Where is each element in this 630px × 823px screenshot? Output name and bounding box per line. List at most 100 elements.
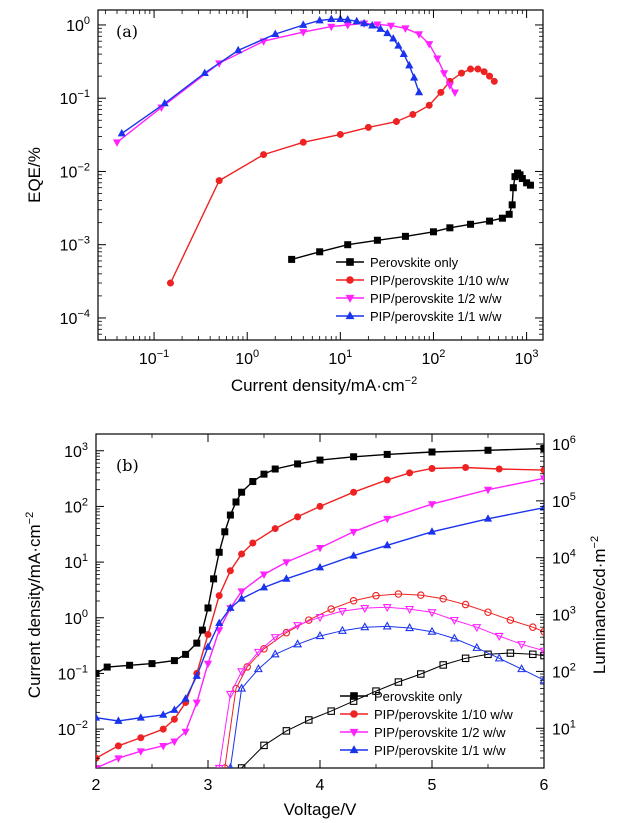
panel-a-series-4-point	[410, 73, 419, 81]
panel-b-series-5-point	[439, 661, 447, 669]
panel-b-series-7-point	[253, 648, 263, 657]
panel-a-series-4-point	[234, 45, 243, 54]
panel-a-y-tick-label-exp: −1	[77, 88, 90, 100]
panel-b-y-right-tick-label-base: 10	[552, 551, 570, 568]
panel-b-y-left-tick-label-base: 10	[58, 722, 76, 739]
panel-b-series-7-point	[382, 604, 392, 613]
panel-b-series-7-point	[225, 690, 235, 700]
panel-b-series-6-point	[529, 623, 537, 631]
panel-b-series-7-point	[405, 605, 415, 615]
panel-a-series-1-point	[505, 210, 513, 218]
panel-b-series-7-point	[360, 604, 370, 614]
panel-b-series-1-point	[126, 661, 134, 669]
panel-a-series-4-point	[117, 128, 126, 137]
panel-b-series-3-point	[181, 728, 190, 737]
panel-b-y-right-tick-label-base: 10	[552, 664, 570, 681]
panel-b-y-right-tick-label-base: 10	[552, 721, 570, 738]
panel-a-x-tick-label: 100	[235, 348, 259, 368]
panel-a-series-4-point	[343, 15, 352, 23]
panel-a-series-3-point	[373, 21, 382, 29]
panel-a-marks	[112, 14, 534, 287]
panel-b-series-2-point	[137, 734, 145, 742]
panel-a-y-tick-label-base: 10	[66, 18, 84, 35]
panel-b-marks	[96, 444, 544, 768]
panel-b-series-1-point	[350, 453, 358, 461]
panel-a-series-4-point	[376, 24, 385, 32]
panel-b-y-left-tick-label-base: 10	[64, 555, 82, 572]
panel-a-series-2-point	[336, 130, 344, 138]
panel-b-series-4-point	[215, 618, 224, 627]
panel-b-y-right-tick-label-base: 10	[552, 494, 570, 511]
panel-a-x-axis-title-exp: −2	[405, 375, 418, 387]
panel-b-series-6-point	[506, 616, 515, 624]
panel-b-series-7-point	[449, 616, 459, 626]
panel-a-series-2-point	[215, 177, 223, 185]
panel-b-y-left-tick-label: 100	[64, 608, 88, 628]
panel-a-x-tick-label-exp: 2	[439, 348, 445, 360]
panel-b-x-tick-label: 6	[540, 777, 549, 794]
panel-b-series-3-point	[237, 588, 246, 596]
panel-b-y-left-tick-label: 103	[64, 441, 88, 461]
panel-b-series-2-point	[383, 476, 391, 484]
panel-b-series-8-point	[517, 664, 527, 673]
panel-a-series-4-point	[336, 14, 345, 23]
panel-b-series-8-point	[253, 664, 263, 673]
panel-b-series-6-point	[372, 591, 380, 600]
panel-a-series-3-point	[401, 25, 410, 33]
panel-a-series-4-point	[327, 14, 336, 23]
panel-b-y-left-tick-label-exp: 1	[82, 552, 88, 564]
panel-b-series-4-point	[237, 594, 246, 602]
panel-b-series-7-point	[315, 614, 325, 623]
panel-a-series-4-point	[160, 98, 169, 107]
panel-b-series-2-point	[406, 469, 414, 477]
panel-a-series-4-point	[368, 21, 377, 29]
panel-a-y-tick-label-exp: −4	[77, 308, 90, 320]
panel-a-legend-marker-3	[345, 294, 355, 303]
panel-a-series-4-point	[299, 20, 308, 28]
panel-b-series-6-point	[461, 600, 470, 609]
panel-a-legend-label-4: PIP/perovskite 1/1 w/w	[370, 309, 502, 324]
panel-b-series-6-point	[243, 663, 251, 671]
panel-b-series-8-point	[494, 653, 504, 662]
panel-b-y-right-tick-label-exp: 6	[570, 434, 576, 446]
panel-a-series-3-point	[299, 29, 308, 37]
panel-b-series-4-point	[114, 716, 123, 724]
panel-b-y-right-tick-label-exp: 1	[570, 718, 576, 730]
panel-a-series-3-point	[445, 82, 454, 90]
panel-a-series-2-point	[467, 65, 475, 73]
panel-b-series-5-point	[260, 741, 268, 750]
panel-b-legend-label-2: PIP/perovskite 1/10 w/w	[374, 707, 513, 722]
panel-b-series-3-point	[349, 528, 358, 537]
panel-a-series-4-point	[394, 41, 403, 49]
panel-a-series-1-point	[401, 232, 409, 240]
panel-a-y-tick-label-exp: −3	[77, 235, 90, 247]
panel-b-series-3-point	[114, 755, 123, 763]
panel-a-series-4-point	[271, 29, 280, 37]
panel-b-x-tick-label: 2	[92, 777, 101, 794]
panel-b-x-tick-label: 4	[316, 777, 325, 794]
panel-b-series-1-point	[316, 456, 324, 464]
panel-b-series-5-point	[305, 716, 313, 724]
panel-b-series-3-point	[383, 515, 392, 524]
panel-a-x-tick-label-base: 10	[422, 351, 440, 368]
panel-a-series-1-point	[467, 220, 475, 228]
panel-b-y-right-tick-label: 105	[552, 491, 576, 511]
panel-b-legend-marker-3	[349, 728, 359, 737]
panel-b-series-1-point	[221, 528, 229, 536]
panel-b-series-7-point	[270, 634, 280, 643]
panel-b-y-left-tick-label: 102	[64, 496, 88, 516]
panel-a-y-tick-label: 10−1	[60, 88, 90, 108]
panel-b-series-7-point	[494, 632, 504, 641]
panel-a-series-1-point	[498, 214, 506, 222]
panel-a-series-4-point	[389, 34, 398, 42]
panel-b-x-axis-title: Voltage/V	[284, 800, 357, 819]
panel-b-series-3-point	[259, 571, 269, 579]
panel-b-legend-marker-4	[349, 745, 359, 754]
panel-b-series-line-2	[96, 466, 544, 759]
panel-b-series-8-point	[539, 675, 544, 684]
panel-b-series-4-point	[483, 514, 493, 522]
panel-b-series-5-point	[506, 649, 515, 657]
panel-b-y-axis-title-left-exp: −2	[24, 512, 36, 525]
panel-a-x-tick-label-base: 10	[328, 351, 346, 368]
panel-b-series-3-point	[282, 559, 291, 567]
